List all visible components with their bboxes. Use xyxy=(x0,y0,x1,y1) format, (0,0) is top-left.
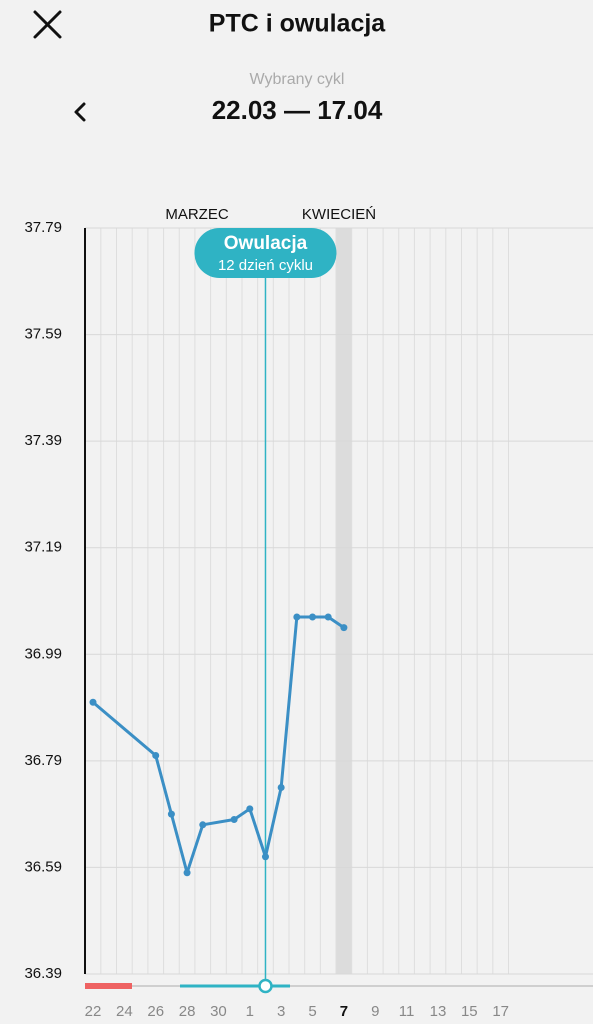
x-tick-label: 17 xyxy=(492,1003,509,1020)
x-tick-label: 26 xyxy=(147,1003,164,1020)
x-tick-label: 9 xyxy=(371,1003,379,1020)
data-point xyxy=(261,853,269,861)
close-button[interactable] xyxy=(33,10,62,39)
data-point xyxy=(183,869,191,877)
line-segment xyxy=(201,817,236,827)
y-tick-label: 36.39 xyxy=(24,965,62,982)
line-segment xyxy=(248,807,267,859)
data-point xyxy=(277,784,285,791)
today-band xyxy=(335,228,352,974)
x-tick-label: 28 xyxy=(179,1003,196,1020)
x-tick-label: 30 xyxy=(210,1003,227,1020)
data-point xyxy=(246,805,254,813)
close-icon xyxy=(33,10,62,39)
x-tick-label: 13 xyxy=(430,1003,447,1020)
x-tick-label: 22 xyxy=(85,1003,102,1020)
data-point xyxy=(293,613,301,621)
y-tick-label: 37.39 xyxy=(24,432,62,449)
line-segment xyxy=(263,786,283,859)
data-point xyxy=(230,815,238,823)
x-tick-label: 15 xyxy=(461,1003,478,1020)
y-tick-label: 36.79 xyxy=(24,752,62,769)
month-label: KWIECIEŃ xyxy=(302,206,376,223)
x-tick-label: 3 xyxy=(277,1003,285,1020)
cycle-label: Wybrany cykl xyxy=(250,71,345,88)
title: PTC i owulacja xyxy=(209,10,387,38)
prev-button[interactable] xyxy=(74,102,86,122)
ovulation-badge xyxy=(194,228,337,278)
cycle-range: 22.03 — 17.04 xyxy=(212,95,383,125)
y-tick-label: 37.79 xyxy=(24,219,62,236)
x-tick-label: 11 xyxy=(399,1003,415,1020)
line-segment xyxy=(185,823,205,875)
line-segment xyxy=(154,754,173,816)
x-tick-label: 24 xyxy=(116,1003,133,1020)
y-tick-label: 36.99 xyxy=(24,645,62,662)
data-point xyxy=(152,752,160,760)
line-segment xyxy=(169,812,189,875)
data-point xyxy=(167,810,175,818)
data-point xyxy=(340,624,348,632)
data-point xyxy=(324,613,332,621)
data-point xyxy=(199,821,207,829)
y-tick-label: 37.59 xyxy=(24,326,62,343)
ovulation-marker xyxy=(258,978,273,994)
y-tick-label: 37.19 xyxy=(24,539,62,556)
data-point xyxy=(89,698,97,706)
line-segment xyxy=(91,700,158,758)
x-tick-label: 7 xyxy=(340,1003,348,1020)
month-label: MARZEC xyxy=(165,206,229,223)
line-segment xyxy=(279,615,299,789)
ovulation-title: Owulacja xyxy=(224,233,308,254)
y-tick-label: 36.59 xyxy=(24,858,62,875)
data-point xyxy=(309,613,317,621)
x-tick-label: 1 xyxy=(246,1003,254,1020)
ovulation-text: 12 dzień cyklu xyxy=(218,257,313,274)
x-tick-label: 5 xyxy=(308,1003,316,1020)
